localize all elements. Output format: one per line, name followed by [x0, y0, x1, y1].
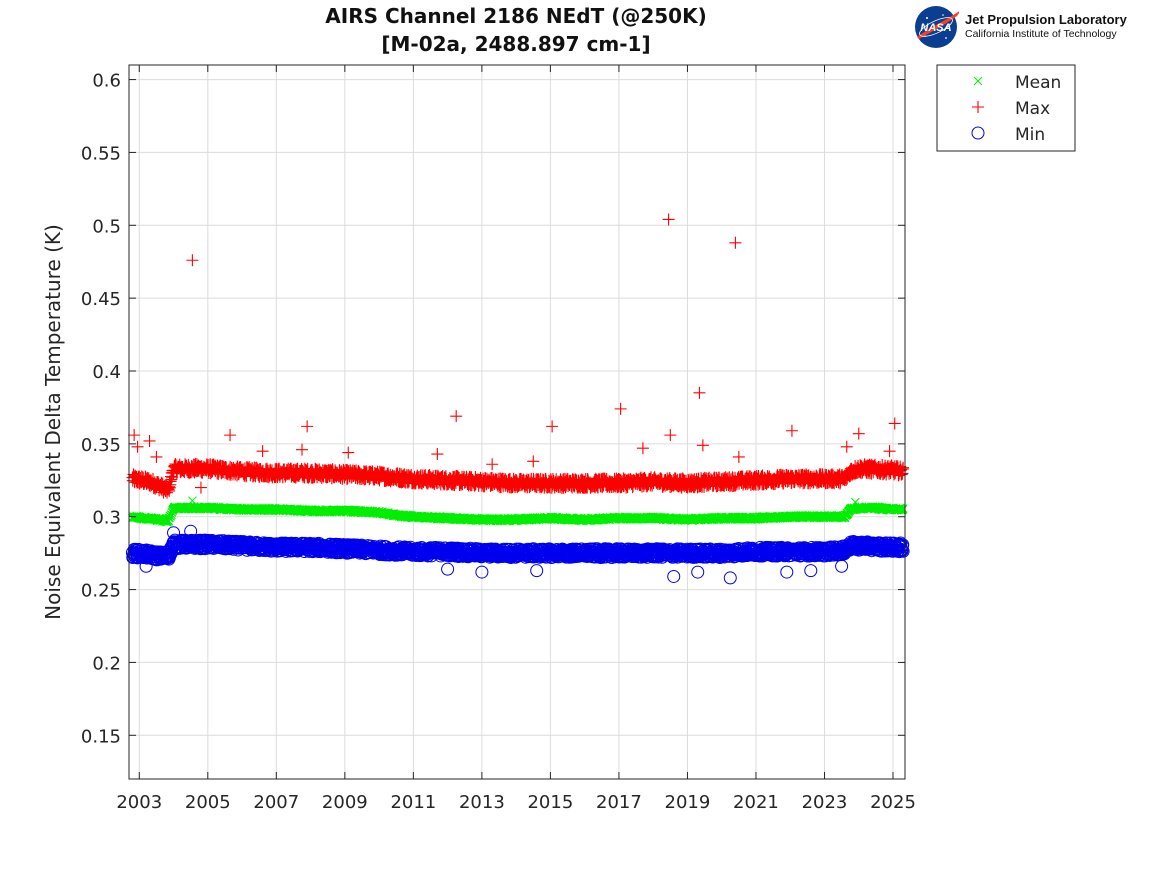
grid — [129, 65, 905, 779]
mean-point — [164, 516, 174, 526]
series-mean — [128, 496, 908, 527]
chart-subtitle: [M-02a, 2488.897 cm-1] — [381, 32, 650, 56]
plot-area — [129, 65, 905, 779]
chart-title: AIRS Channel 2186 NEdT (@250K) — [325, 4, 706, 28]
